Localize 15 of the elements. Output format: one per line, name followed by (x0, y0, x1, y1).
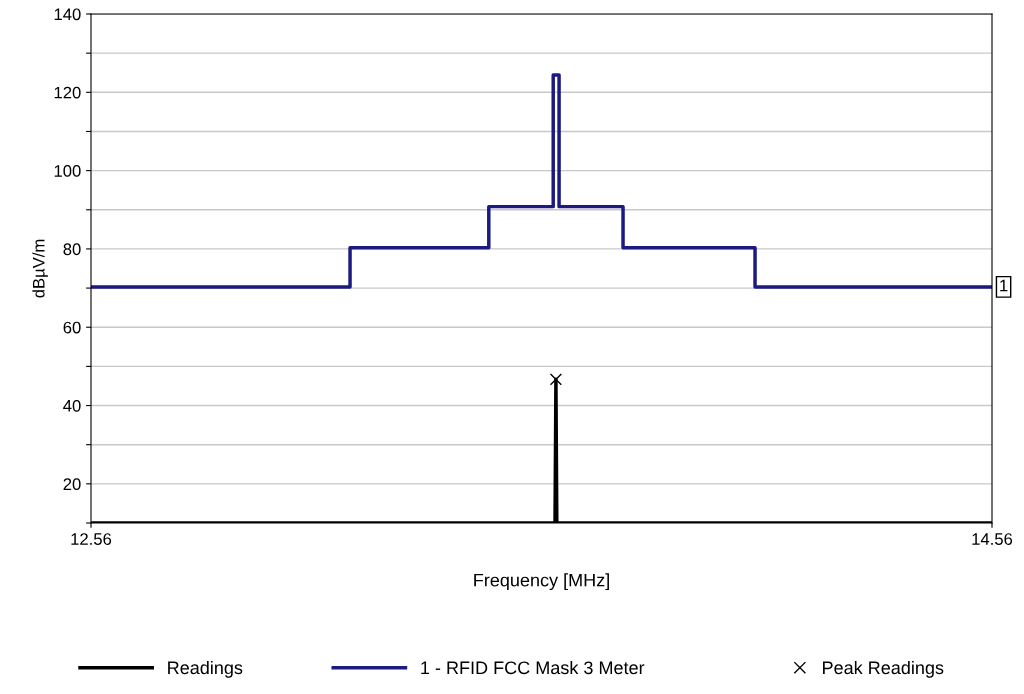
y-tick-label: 40 (63, 399, 81, 412)
x-axis-title: Frequency [MHz] (474, 573, 609, 591)
annotation: 1 (1000, 279, 1008, 292)
x-tick-label: 12.56 (71, 533, 112, 545)
y-tick-label: 60 (63, 321, 81, 334)
y-tick-label: 140 (54, 8, 81, 21)
y-tick-label: 120 (54, 86, 81, 99)
legend-label: Readings (168, 660, 243, 678)
y-axis-title: dBµV/m (32, 239, 48, 298)
legend-label: 1 - RFID FCC Mask 3 Meter (421, 660, 645, 675)
y-tick-label: 80 (63, 243, 81, 256)
x-tick-label: 14.56 (972, 533, 1013, 545)
y-tick-label: 100 (54, 165, 81, 177)
legend-label: Peak Readings (823, 660, 944, 678)
y-tick-label: 20 (63, 478, 81, 491)
